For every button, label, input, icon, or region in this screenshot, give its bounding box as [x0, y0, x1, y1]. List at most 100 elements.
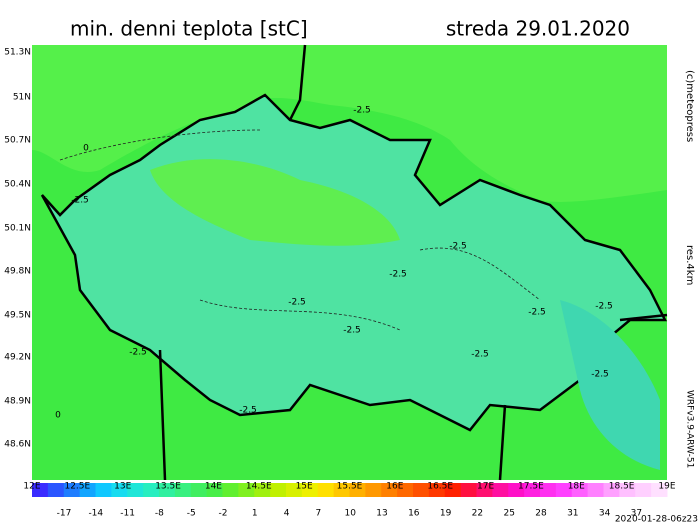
colorbar-cell	[476, 483, 493, 497]
colorbar-label: -5	[187, 509, 196, 519]
contour-label: -2.5	[129, 348, 147, 358]
lon-label: 18.5E	[609, 482, 635, 492]
colorbar-cell	[413, 483, 430, 497]
copyright: (c)meteopress	[684, 70, 695, 142]
colorbar-label: 31	[567, 509, 578, 519]
colorbar-cell	[206, 483, 223, 497]
colorbar-cell	[587, 483, 604, 497]
contour-label: -2.5	[591, 370, 609, 380]
colorbar-label: 22	[472, 509, 483, 519]
contour-label: -2.5	[471, 350, 489, 360]
colorbar-cell	[428, 483, 446, 497]
lon-label: 13E	[114, 482, 131, 492]
lat-label: 49.5N	[4, 311, 31, 321]
lat-label: 50.1N	[4, 224, 31, 234]
colorbar-label: 13	[376, 509, 387, 519]
lon-label: 17E	[477, 482, 494, 492]
lat-label: 50.7N	[4, 136, 31, 146]
lat-label: 49.2N	[4, 353, 31, 363]
colorbar-label: -17	[57, 509, 72, 519]
contour-lines	[59, 129, 541, 331]
colorbar-cell	[79, 483, 96, 497]
contour-label: -2.5	[449, 242, 467, 252]
contour-label: -2.5	[353, 106, 371, 116]
colorbar-cell	[254, 483, 271, 497]
lat-label: 48.9N	[4, 397, 31, 407]
colorbar-cell	[333, 483, 350, 497]
colorbar-label: 19	[440, 509, 452, 519]
colorbar-cell	[95, 483, 112, 497]
colorbar-cell	[460, 483, 477, 497]
lat-label: 51.3N	[4, 48, 31, 58]
colorbar-label: 4	[284, 509, 290, 519]
colorbar-label: 37	[631, 509, 642, 519]
lon-label: 14E	[205, 482, 222, 492]
colorbar-cell	[63, 483, 81, 497]
colorbar-cell	[555, 483, 573, 497]
lat-label: 51N	[13, 93, 31, 103]
contour-label: -2.5	[389, 270, 407, 280]
colorbar-cell	[143, 483, 160, 497]
colorbar-cell	[381, 483, 398, 497]
colorbar-cell	[397, 483, 414, 497]
contour-label: -2.5	[239, 406, 257, 416]
lat-label: 49.8N	[4, 267, 31, 277]
contour-label: -2.5	[528, 308, 546, 318]
cold-patch	[560, 300, 660, 470]
contour-label: -2.5	[343, 326, 361, 336]
colorbar-label: -8	[155, 509, 164, 519]
colorbar-cell	[159, 483, 176, 497]
colorbar-cell	[47, 483, 65, 497]
colorbar-label: -14	[88, 509, 103, 519]
lon-label: 13.5E	[155, 482, 181, 492]
colorbar-label: -11	[120, 509, 135, 519]
colorbar-cell	[524, 483, 541, 497]
contour-label: -2.5	[595, 302, 613, 312]
lon-label: 14.5E	[246, 482, 272, 492]
model-name: WRFv3.9-ARW-51	[685, 390, 695, 468]
colorbar-label: 25	[503, 509, 514, 519]
colorbar-cell	[127, 483, 144, 497]
colorbar-label: 1	[252, 509, 258, 519]
lon-label: 15.5E	[337, 482, 363, 492]
colorbar-cell	[301, 483, 319, 497]
colorbar-cell	[111, 483, 128, 497]
colorbar-cell	[444, 483, 462, 497]
colorbar-label: 10	[344, 509, 356, 519]
colorbar-cell	[508, 483, 525, 497]
lat-label: 50.4N	[4, 180, 31, 190]
colorbar-cell	[540, 483, 557, 497]
lon-label: 16.5E	[427, 482, 453, 492]
colorbar-cell	[651, 483, 668, 497]
colorbar-cell	[190, 483, 208, 497]
lat-label: 48.6N	[4, 440, 31, 450]
colorbar-cell	[492, 483, 509, 497]
lon-label: 15E	[296, 482, 313, 492]
contour-label: -2.5	[71, 196, 89, 206]
lon-label: 12E	[23, 482, 40, 492]
timestamp: 2020-01-28-06z23	[615, 515, 698, 525]
colorbar-label: 34	[599, 509, 611, 519]
colorbar-cell	[571, 483, 589, 497]
colorbar-cell	[619, 483, 636, 497]
map-area	[32, 44, 668, 481]
colorbar-cell	[286, 483, 303, 497]
contour-label: -2.5	[288, 298, 306, 308]
warm-patch	[150, 159, 400, 246]
map-title: min. denni teplota [stC]	[70, 17, 308, 41]
colorbar	[32, 483, 668, 497]
lon-label: 16E	[386, 482, 403, 492]
lon-label: 17.5E	[518, 482, 544, 492]
colorbar-cell	[349, 483, 366, 497]
colorbar-cell	[317, 483, 335, 497]
colorbar-label: 7	[316, 509, 322, 519]
colorbar-label: 28	[535, 509, 547, 519]
resolution: res.4km	[684, 245, 695, 285]
colorbar-cell	[238, 483, 255, 497]
lon-label: 18E	[568, 482, 585, 492]
lon-label: 19E	[658, 482, 675, 492]
colorbar-cell	[222, 483, 239, 497]
map-date: streda 29.01.2020	[446, 17, 630, 41]
